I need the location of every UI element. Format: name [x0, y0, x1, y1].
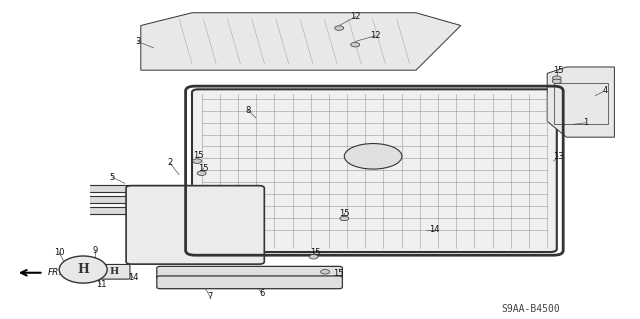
Text: 15: 15	[198, 164, 209, 173]
FancyBboxPatch shape	[157, 266, 342, 279]
Text: 13: 13	[553, 152, 563, 161]
Circle shape	[193, 159, 202, 163]
Text: 4: 4	[602, 86, 607, 95]
Text: 9: 9	[92, 246, 97, 255]
Ellipse shape	[60, 256, 108, 283]
Circle shape	[552, 76, 561, 80]
Circle shape	[351, 42, 360, 47]
Circle shape	[197, 171, 206, 175]
Text: 15: 15	[193, 151, 204, 160]
Text: 14: 14	[128, 273, 138, 282]
Text: 1: 1	[583, 118, 588, 127]
Ellipse shape	[344, 144, 402, 169]
Text: 15: 15	[333, 269, 343, 278]
Text: 7: 7	[207, 292, 212, 301]
Circle shape	[552, 79, 561, 84]
Text: 10: 10	[54, 248, 64, 256]
Circle shape	[321, 270, 330, 274]
Circle shape	[309, 255, 318, 259]
Text: 8: 8	[246, 106, 251, 115]
FancyBboxPatch shape	[126, 186, 264, 264]
Text: 11: 11	[96, 280, 106, 289]
Text: 5: 5	[109, 173, 115, 182]
Text: H: H	[77, 263, 89, 276]
Text: FR.: FR.	[48, 268, 62, 277]
Text: 2: 2	[167, 158, 172, 167]
Text: 15: 15	[339, 209, 349, 218]
Polygon shape	[547, 67, 614, 137]
FancyBboxPatch shape	[97, 264, 130, 279]
Circle shape	[335, 26, 344, 30]
Text: 6: 6	[260, 289, 265, 298]
Text: 15: 15	[310, 248, 321, 256]
Circle shape	[340, 216, 349, 221]
Polygon shape	[141, 13, 461, 70]
Text: 14: 14	[429, 225, 439, 234]
Text: 12: 12	[351, 12, 361, 21]
FancyBboxPatch shape	[157, 276, 342, 289]
Text: S9AA-B4500: S9AA-B4500	[502, 304, 561, 315]
Text: 3: 3	[135, 37, 140, 46]
Text: H: H	[109, 267, 118, 276]
Text: 15: 15	[553, 66, 563, 75]
Text: 12: 12	[371, 31, 381, 40]
FancyBboxPatch shape	[192, 89, 557, 252]
